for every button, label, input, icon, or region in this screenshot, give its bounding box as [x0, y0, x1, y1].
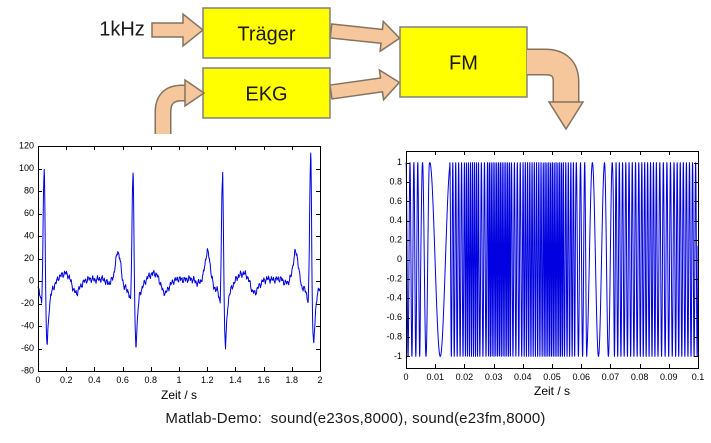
input-signal-label: 1kHz: [99, 18, 145, 40]
arrow-fm-output-head: [547, 101, 585, 131]
arrow-input-to-traeger: [151, 12, 205, 48]
arrow-fm-output-curve: [527, 50, 578, 104]
ekg-box: [202, 67, 331, 119]
traeger-box: [202, 7, 331, 59]
fm-plot-canvas: [365, 140, 711, 390]
fm-box-label: FM: [449, 52, 478, 74]
fm-xaxis-label: Zeit / s: [533, 384, 570, 398]
arrow-ekg-to-fm: [329, 68, 401, 102]
matlab-demo-caption: Matlab-Demo: sound(e23os,8000), sound(e2…: [165, 410, 546, 427]
ekg-plot-canvas: [0, 140, 350, 390]
fm-signal-chart: Zeit / s: [365, 140, 711, 406]
traeger-box-label: Träger: [237, 23, 296, 45]
ekg-box-label: EKG: [245, 83, 287, 105]
ekg-signal-chart: Zeit / s: [0, 140, 350, 406]
ekg-xaxis-label: Zeit / s: [160, 388, 197, 402]
arrow-ekg-input-head: [184, 78, 206, 108]
fm-box: [399, 26, 528, 98]
arrow-traeger-to-fm: [329, 19, 401, 53]
arrow-ekg-input-curve: [156, 86, 186, 134]
block-diagram: 1kHz Träger EKG FM: [99, 7, 585, 134]
